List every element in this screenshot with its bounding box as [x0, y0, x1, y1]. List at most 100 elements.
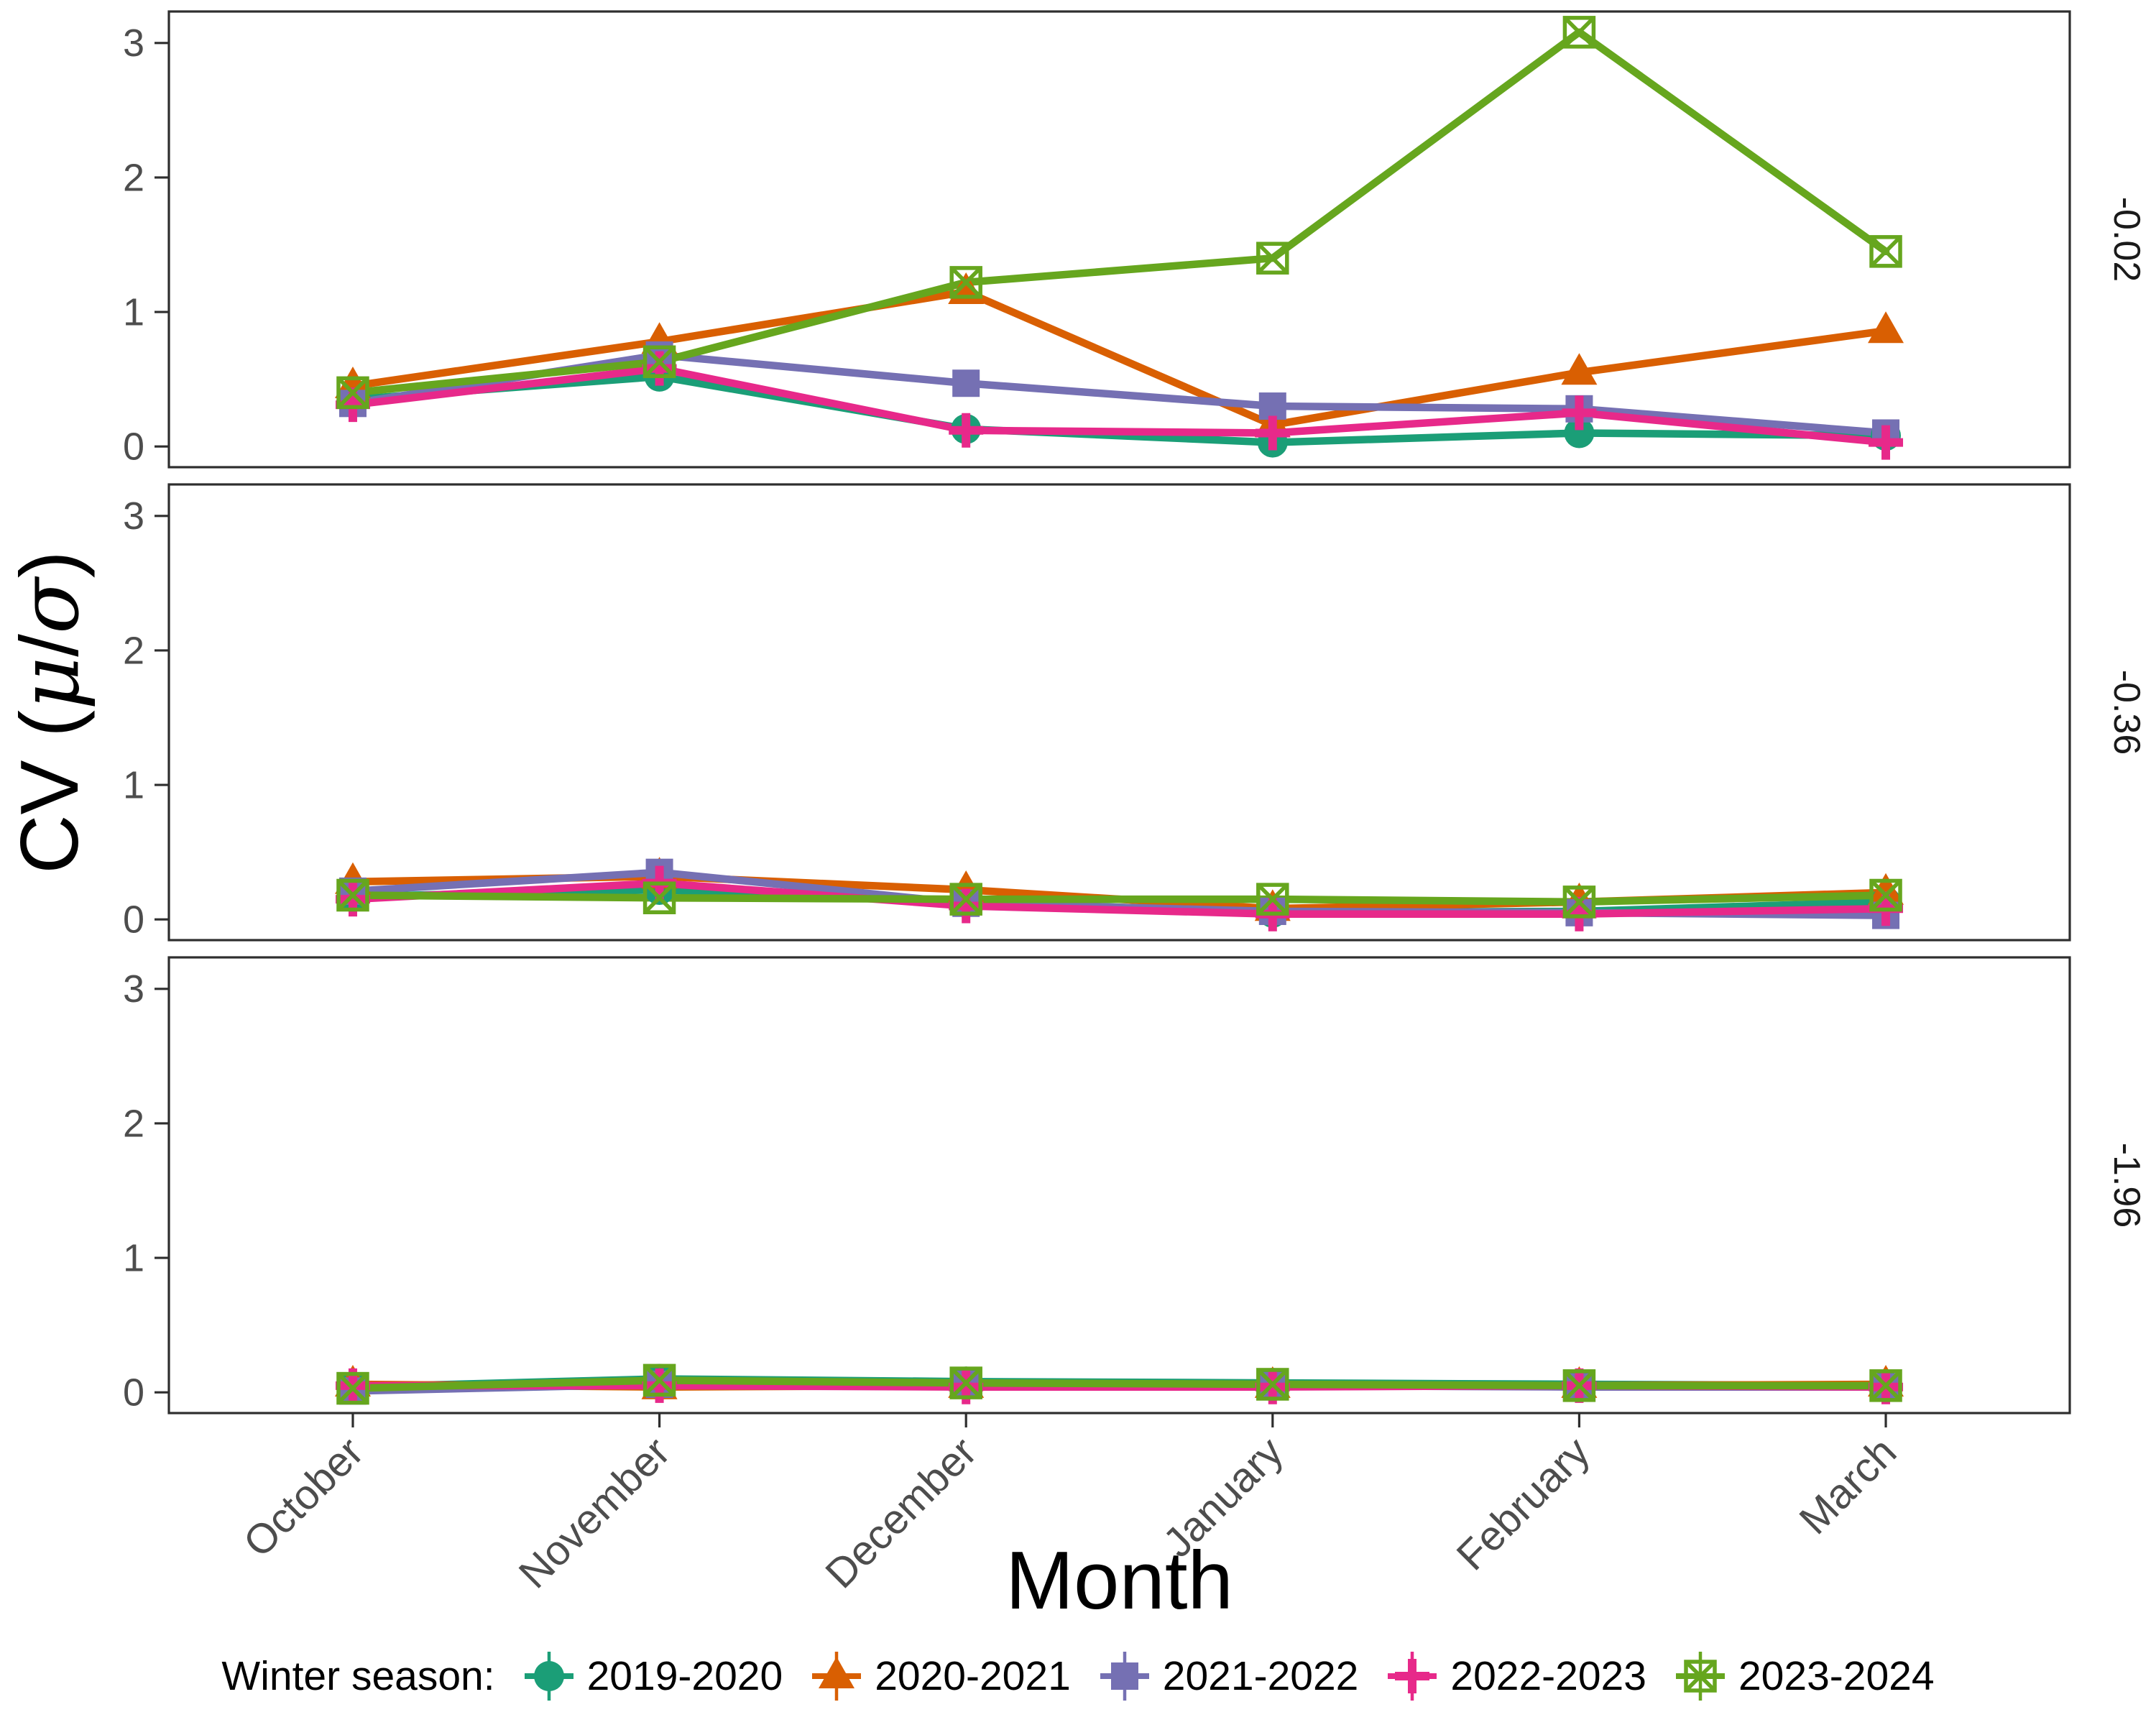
crossed-square-box [336, 878, 369, 912]
y-tick-label: 3 [123, 22, 144, 65]
y-axis-title: CV (μ/σ) [1, 551, 97, 874]
crossed-square-marker-icon [1562, 1369, 1596, 1402]
facet-strip-label: -0.02 [2106, 197, 2147, 282]
x-tick-label: November [510, 1428, 679, 1597]
cross-line [337, 1372, 369, 1404]
crossed-square-marker-icon [1869, 1369, 1902, 1402]
cross-line [337, 879, 369, 911]
crossed-square-marker-icon [642, 881, 676, 914]
series-line [349, 288, 1890, 429]
series-markers [336, 878, 1902, 919]
series-line [349, 879, 1890, 918]
plus-marker-icon [1255, 415, 1290, 451]
legend-key-icon [524, 1652, 573, 1701]
crossed-square-marker-icon [1562, 886, 1596, 919]
circle-marker-icon [533, 1661, 564, 1691]
crossed-square-marker-icon [1684, 1660, 1717, 1693]
x-tick-label: October [234, 1428, 372, 1566]
cross-line [1870, 1369, 1902, 1402]
crossed-square-box [1256, 883, 1289, 916]
legend-entry: 2020-2021 [810, 1650, 1071, 1703]
triangle-marker-icon [1561, 353, 1598, 385]
series-line [349, 1376, 1890, 1392]
series-line [349, 891, 1890, 906]
crossed-square-box [336, 1371, 369, 1405]
series-markers [336, 1363, 1902, 1405]
square-marker-icon [1110, 1662, 1138, 1690]
legend-entry-label: 2019-2020 [586, 1653, 783, 1699]
facet-strip-label: -0.36 [2106, 670, 2147, 755]
panel-border [167, 483, 2071, 942]
crossed-square-box [1256, 1368, 1289, 1401]
circle-marker-icon [1564, 418, 1595, 448]
series-line [349, 28, 1890, 397]
cross-line [1563, 886, 1595, 918]
y-tick-label: 3 [123, 494, 144, 538]
crossed-square-marker-icon [1256, 883, 1289, 916]
y-tick-label: 0 [123, 1371, 144, 1414]
y-tick-label: 2 [123, 1102, 144, 1145]
crossed-square-marker-icon [1869, 235, 1902, 268]
crossed-square-marker-icon [1256, 242, 1289, 275]
plus-marker-icon [1562, 896, 1597, 932]
y-tick-label: 1 [123, 1236, 144, 1279]
legend-entry: 2022-2023 [1386, 1650, 1646, 1703]
legend-key-icon [1388, 1652, 1437, 1701]
crossed-square-marker-icon [336, 1371, 369, 1405]
plus-marker-icon [949, 413, 984, 448]
legend-entry-label: 2020-2021 [875, 1653, 1071, 1699]
legend-entry: 2019-2020 [522, 1650, 783, 1703]
series-line [349, 372, 1890, 446]
series-markers [335, 351, 1904, 460]
crossed-square-box [1562, 1369, 1596, 1402]
facet-strip-label: -1.96 [2106, 1143, 2147, 1228]
legend-entry-label: 2021-2022 [1162, 1653, 1359, 1699]
y-tick-label: 1 [123, 763, 144, 806]
crossed-square-box [1684, 1660, 1717, 1693]
cross-line [643, 882, 676, 914]
crossed-square-marker-icon [642, 345, 676, 379]
square-marker-icon [952, 369, 980, 397]
crossed-square-marker-icon [336, 878, 369, 912]
y-tick-label: 2 [123, 629, 144, 672]
y-tick-label: 0 [123, 898, 144, 942]
legend-entry: 2023-2024 [1674, 1650, 1935, 1703]
crossed-square-marker-icon [1869, 878, 1902, 912]
x-tick-label: March [1790, 1428, 1905, 1543]
plus-marker-icon [1869, 425, 1904, 460]
crossed-square-box [949, 1366, 982, 1399]
triangle-marker-icon [1868, 873, 1904, 905]
crossed-square-box [336, 376, 369, 410]
crossed-square-box [949, 266, 982, 299]
cross-line [643, 346, 676, 378]
cross-line [1870, 235, 1902, 267]
crossed-square-marker-icon [1256, 1368, 1289, 1401]
series-markers [336, 16, 1902, 410]
crossed-square-marker-icon [949, 1366, 982, 1399]
y-tick-label: 0 [123, 426, 144, 469]
square-marker-icon [1258, 392, 1286, 420]
cross-line [1256, 242, 1289, 275]
panel-border [167, 10, 2071, 469]
crossed-square-marker-icon [949, 883, 982, 916]
crossed-square-box [1869, 1369, 1902, 1402]
triangle-marker-icon [1868, 311, 1904, 344]
cross-line [950, 1367, 982, 1399]
cross-line [1256, 1368, 1289, 1400]
crossed-square-marker-icon [1562, 16, 1596, 49]
cross-line [1563, 1369, 1595, 1402]
crossed-square-marker-icon [336, 376, 369, 410]
legend-key-icon [812, 1652, 862, 1701]
legend-entry: 2021-2022 [1098, 1650, 1359, 1703]
plus-marker-icon [949, 1369, 984, 1404]
legend-entry-label: 2022-2023 [1450, 1653, 1646, 1699]
y-tick-label: 1 [123, 290, 144, 334]
plus-marker-icon [642, 1368, 677, 1403]
cross-line [950, 266, 982, 298]
plus-marker-icon [949, 888, 984, 924]
crossed-square-box [1869, 235, 1902, 268]
legend-title: Winter season: [221, 1653, 495, 1699]
y-tick-label: 3 [123, 967, 144, 1011]
crossed-square-box [1869, 878, 1902, 912]
y-tick-label: 2 [123, 156, 144, 199]
